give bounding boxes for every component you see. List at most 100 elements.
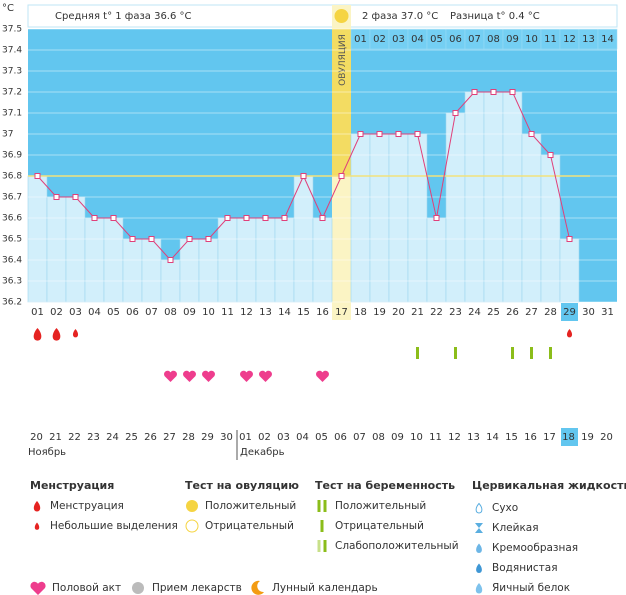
y-tick-label: 36.3 [2,277,22,287]
phase2-day: 01 [354,34,367,45]
temperature-bar [179,238,200,303]
x-tick-label: 15 [297,307,310,318]
x-tick-label: 12 [240,307,253,318]
x-tick-label: 03 [69,307,82,318]
legend-icon [251,580,264,595]
legend-item: Клейкая [492,522,539,534]
test-bar [511,347,514,359]
date-label: 28 [182,432,195,443]
x-tick-label: 31 [601,307,614,318]
temperature-point [376,131,383,137]
date-label: 25 [125,432,138,443]
drop-icon [72,329,79,338]
bottom-link[interactable]: Прием лекарств [152,582,242,594]
y-tick-label: 37 [2,130,13,140]
phase2-day: 02 [373,34,386,45]
drop-icon [34,522,40,530]
date-label: 14 [486,432,499,443]
temperature-point [509,89,516,95]
date-label: 13 [467,432,480,443]
test-bar [320,520,324,532]
x-tick-label: 16 [316,307,329,318]
phase2-day: 04 [411,34,424,45]
x-tick-label: 05 [107,307,120,318]
date-label: 27 [163,432,176,443]
phase2-day: 05 [430,34,443,45]
date-label: 23 [87,432,100,443]
phase2-day: 12 [563,34,576,45]
x-tick-label: 18 [354,307,367,318]
x-tick-label: 06 [126,307,139,318]
date-label: 09 [391,432,404,443]
phase2-day: 03 [392,34,405,45]
date-label: 08 [372,432,385,443]
phase2-day: 09 [506,34,519,45]
drop-icon [52,328,61,341]
temperature-bar [198,238,219,303]
temperature-point [186,236,193,242]
date-label: 06 [334,432,347,443]
phase2-day: 11 [544,34,557,45]
legend-item: Кремообразная [492,542,578,554]
date-label: 22 [68,432,81,443]
ovulation-band [332,29,351,176]
temperature-point [528,131,535,137]
date-label: 21 [49,432,62,443]
temperature-point [433,215,440,221]
temperature-point [205,236,212,242]
legend-item: Слабоположительный [335,540,459,552]
legend-title: Тест на овуляцию [185,479,299,492]
temperature-point [471,89,478,95]
date-label: 20 [30,432,43,443]
test-bar [323,500,327,512]
x-tick-label: 10 [202,307,215,318]
legend-icon [186,500,198,512]
temperature-point [547,152,554,158]
bottom-link[interactable]: Половой акт [52,582,121,594]
legend-icon [185,519,199,533]
legend-item: Сухо [492,502,518,514]
temperature-point [91,215,98,221]
x-tick-label: 22 [430,307,443,318]
temperature-bar [445,112,466,303]
temperature-point [53,194,60,200]
temperature-point [262,215,269,221]
test-bar [530,347,533,359]
date-label: 12 [448,432,461,443]
temperature-point [490,89,497,95]
y-tick-label: 37.3 [2,67,22,77]
date-label: 11 [429,432,442,443]
temperature-bar [122,238,143,303]
temperature-point [414,131,421,137]
temperature-point [281,215,288,221]
legend-title: Тест на беременность [315,479,455,492]
y-tick-label: 36.9 [2,151,22,161]
y-tick-label: 36.4 [2,256,22,266]
heart-icon [259,370,272,382]
temperature-point [452,110,459,116]
test-bar [317,500,321,512]
date-label: 02 [258,432,271,443]
x-tick-label: 13 [259,307,272,318]
y-tick-label: 37.4 [2,46,22,56]
y-tick-label: 36.5 [2,235,22,245]
temperature-point [243,215,250,221]
x-tick-label: 24 [468,307,481,318]
legend-item: Отрицательный [335,520,424,532]
date-label: 04 [296,432,309,443]
x-tick-label: 20 [392,307,405,318]
date-label: 03 [277,432,290,443]
x-tick-label: 08 [164,307,177,318]
date-label: 15 [505,432,518,443]
legend-item: Положительный [335,500,426,512]
date-label: 16 [524,432,537,443]
bottom-link[interactable]: Лунный календарь [272,582,378,594]
x-tick-label: 11 [221,307,234,318]
x-tick-label: 02 [50,307,63,318]
date-label: 26 [144,432,157,443]
temperature-point [319,215,326,221]
legend-item: Яичный белок [492,582,570,594]
heart-icon [183,370,196,382]
x-tick-label: 01 [31,307,44,318]
temperature-point [148,236,155,242]
